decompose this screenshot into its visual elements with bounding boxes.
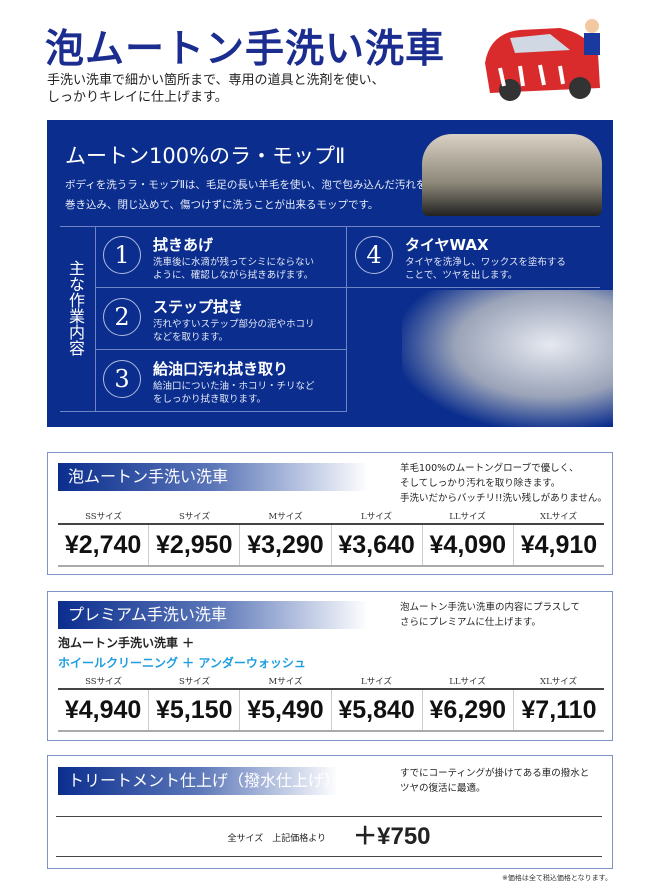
desc-line: さらにプレミアムに仕上げます。 — [400, 617, 541, 628]
mop-image — [422, 134, 602, 216]
plan-treatment: トリートメント仕上げ（撥水仕上げ） すでにコーティングが掛けてある車の撥水と ツ… — [47, 755, 613, 869]
price: ¥5,150 — [148, 690, 239, 730]
number-circle: 4 — [355, 236, 393, 274]
size-label: Mサイズ — [268, 677, 303, 687]
size-label: XLサイズ — [540, 512, 577, 522]
price: ¥2,950 — [148, 525, 239, 565]
plan-extras: ホイールクリーニング ＋ アンダーウォッシュ — [58, 656, 306, 670]
divider — [95, 226, 96, 411]
item-desc: 洗車後に水滴が残ってシミにならない ように、確認しながら拭きあげます。 — [153, 256, 314, 282]
desc-line: ツヤの復活に最適。 — [400, 783, 486, 794]
work-item: 3 給油口汚れ拭き取り 給油口についた油・ホコリ・チリなど をしっかり拭き取ります… — [95, 350, 345, 412]
page-title: 泡ムートン手洗い洗車 — [45, 27, 446, 72]
plan-includes: 泡ムートン手洗い洗車 ＋ — [58, 636, 195, 650]
desc-line: タイヤを洗浄し、ワックスを塗布する — [405, 257, 566, 268]
size-labels: SSサイズ Sサイズ Mサイズ Lサイズ LLサイズ XLサイズ — [58, 510, 604, 522]
price: ¥2,740 — [64, 531, 142, 559]
price: ¥4,910 — [512, 525, 604, 565]
price: ¥3,290 — [239, 525, 330, 565]
page-subtitle: 手洗い洗車で細かい箇所まで、専用の道具と洗剤を使い、 しっかりキレイに仕上げます… — [47, 72, 384, 106]
price: ¥5,840 — [330, 690, 422, 730]
tax-note: ※価格は全て税込価格となります。 — [502, 874, 612, 882]
desc-line: などを取ります。 — [153, 332, 229, 343]
plan-description: 泡ムートン手洗い洗車の内容にプラスして さらにプレミアムに仕上げます。 — [400, 600, 580, 630]
price: ¥5,490 — [239, 690, 330, 730]
divider — [95, 287, 600, 288]
desc-line: 給油口についた油・ホコリ・チリなど — [153, 381, 315, 392]
size-label: XLサイズ — [540, 677, 577, 687]
desc-line: すでにコーティングが掛けてある車の撥水と — [400, 768, 590, 779]
price: ¥3,640 — [330, 525, 422, 565]
desc-line: ように、確認しながら拭きあげます。 — [153, 270, 314, 281]
desc-line: 羊毛100%のムートングローブで優しく、 — [400, 463, 579, 474]
panel-title: ムートン100%のラ・モップⅡ — [65, 144, 346, 168]
number-circle: 2 — [103, 298, 141, 336]
item-desc: 汚れやすいステップ部分の泥やホコリ などを取ります。 — [153, 318, 315, 344]
subtitle-line: 手洗い洗車で細かい箇所まで、専用の道具と洗剤を使い、 — [47, 73, 385, 88]
mop-info-panel: ムートン100%のラ・モップⅡ ボディを洗うラ・モップⅡは、毛足の長い羊毛を使い… — [47, 120, 613, 427]
size-label: Mサイズ — [268, 512, 303, 522]
desc-line: 洗車後に水滴が残ってシミにならない — [153, 257, 315, 268]
work-item: 1 拭きあげ 洗車後に水滴が残ってシミにならない ように、確認しながら拭きあげます… — [95, 226, 345, 288]
plan-premium: プレミアム手洗い洗車 泡ムートン手洗い洗車の内容にプラスして さらにプレミアムに… — [47, 591, 613, 741]
size-label: SSサイズ — [85, 677, 122, 687]
price-row: ¥2,740 ¥2,950 ¥3,290 ¥3,640 ¥4,090 ¥4,910 — [58, 523, 604, 567]
work-contents-label: 主な作業内容 — [66, 260, 85, 356]
desc-line: 巻き込み、閉じ込めて、傷つけずに洗うことが出来るモップです。 — [65, 199, 379, 211]
panel-description: ボディを洗うラ・モップⅡは、毛足の長い羊毛を使い、泡で包み込んだ汚れを 巻き込み… — [65, 175, 426, 215]
all-sizes-label: 全サイズ 上記価格より — [227, 833, 327, 844]
price: ¥7,110 — [512, 690, 604, 730]
desc-line: をしっかり拭き取ります。 — [153, 394, 267, 405]
item-title: 給油口汚れ拭き取り — [153, 360, 289, 378]
size-label: SSサイズ — [85, 512, 122, 522]
plan-title: プレミアム手洗い洗車 — [58, 601, 368, 629]
treatment-price: ＋¥750 — [353, 823, 431, 850]
price-row: ¥4,940 ¥5,150 ¥5,490 ¥5,840 ¥6,290 ¥7,110 — [58, 688, 604, 732]
item-desc: タイヤを洗浄し、ワックスを塗布する ことで、ツヤを出します。 — [405, 256, 566, 282]
size-label: Sサイズ — [178, 677, 211, 687]
price: ¥6,290 — [421, 690, 513, 730]
item-title: ステップ拭き — [153, 298, 244, 316]
car-wash-illustration — [485, 19, 600, 101]
subtitle-line: しっかりキレイに仕上げます。 — [47, 90, 228, 105]
divider — [60, 411, 347, 412]
desc-line: ことで、ツヤを出します。 — [405, 270, 518, 281]
divider — [60, 226, 600, 227]
number-circle: 1 — [103, 236, 141, 274]
size-label: Lサイズ — [361, 677, 392, 687]
desc-line: 汚れやすいステップ部分の泥やホコリ — [153, 319, 315, 330]
plan-standard: 泡ムートン手洗い洗車 羊毛100%のムートングローブで優しく、 そしてしっかり汚… — [47, 452, 613, 575]
treatment-price-row: 全サイズ 上記価格より ＋¥750 — [56, 816, 602, 857]
car-washing-photo — [402, 290, 613, 427]
size-labels: SSサイズ Sサイズ Mサイズ Lサイズ LLサイズ XLサイズ — [58, 675, 604, 687]
plan-description: 羊毛100%のムートングローブで優しく、 そしてしっかり汚れを取り除きます。 手… — [400, 461, 607, 506]
size-label: Sサイズ — [178, 512, 211, 522]
item-title: タイヤWAX — [405, 236, 489, 254]
plan-title: 泡ムートン手洗い洗車 — [58, 463, 368, 491]
size-label: LLサイズ — [449, 512, 486, 522]
item-title: 拭きあげ — [153, 236, 214, 254]
desc-line: ボディを洗うラ・モップⅡは、毛足の長い羊毛を使い、泡で包み込んだ汚れを — [65, 179, 427, 191]
size-label: Lサイズ — [361, 512, 392, 522]
plan-title: トリートメント仕上げ（撥水仕上げ） — [58, 767, 340, 795]
item-desc: 給油口についた油・ホコリ・チリなど をしっかり拭き取ります。 — [153, 380, 315, 406]
divider — [95, 349, 347, 350]
price: ¥4,090 — [421, 525, 513, 565]
price: ¥4,940 — [64, 696, 142, 724]
desc-line: 泡ムートン手洗い洗車の内容にプラスして — [400, 602, 581, 613]
plan-description: すでにコーティングが掛けてある車の撥水と ツヤの復活に最適。 — [400, 766, 589, 796]
desc-line: そしてしっかり汚れを取り除きます。 — [400, 478, 561, 489]
size-label: LLサイズ — [449, 677, 486, 687]
divider — [346, 226, 347, 411]
desc-line: 手洗いだからバッチリ!!洗い残しがありません。 — [400, 493, 607, 504]
work-item: 2 ステップ拭き 汚れやすいステップ部分の泥やホコリ などを取ります。 — [95, 288, 345, 350]
work-item: 4 タイヤWAX タイヤを洗浄し、ワックスを塗布する ことで、ツヤを出します。 — [347, 226, 597, 288]
number-circle: 3 — [103, 360, 141, 398]
